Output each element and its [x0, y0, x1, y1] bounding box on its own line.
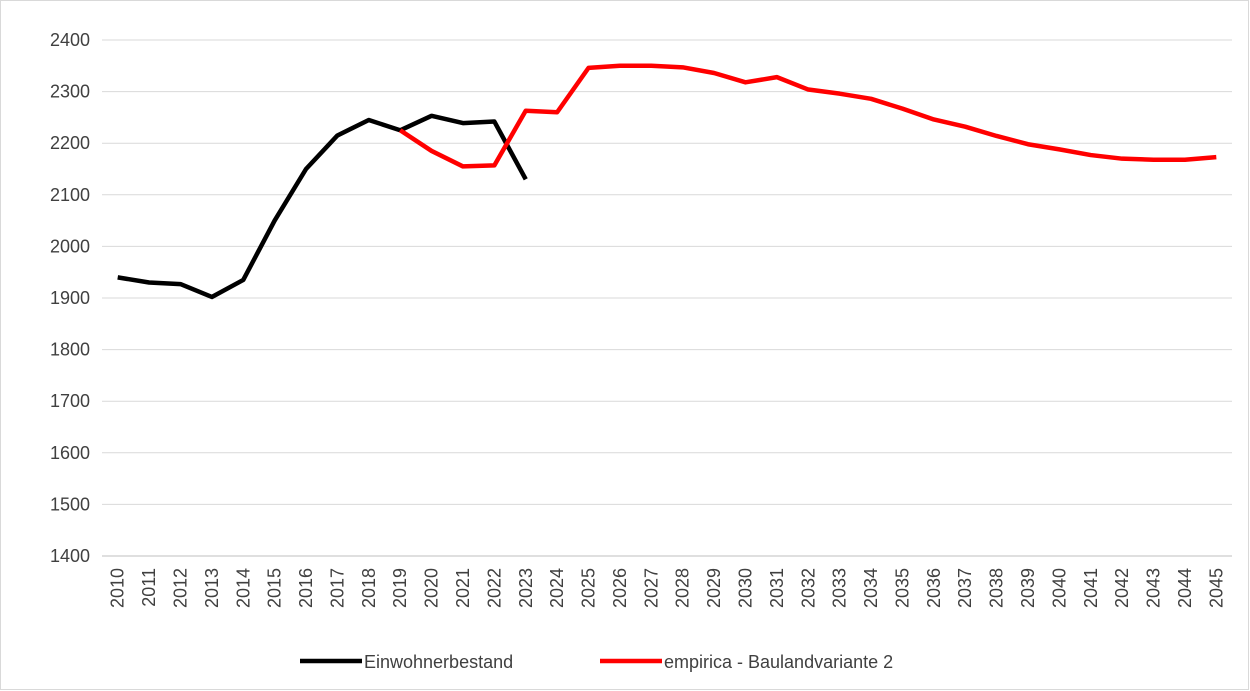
x-tick-label: 2039	[1018, 568, 1038, 608]
x-tick-label: 2030	[735, 568, 755, 608]
x-tick-label: 2045	[1206, 568, 1226, 608]
y-tick-label: 2300	[50, 82, 90, 102]
x-tick-label: 2011	[139, 568, 159, 607]
series-line	[117, 113, 528, 300]
x-tick-label: 2040	[1049, 568, 1069, 608]
x-tick-label: 2013	[202, 568, 222, 608]
x-tick-label: 2021	[453, 568, 473, 608]
x-tick-label: 2025	[579, 568, 599, 608]
x-tick-label: 2029	[704, 568, 724, 608]
x-tick-label: 2034	[861, 568, 881, 608]
x-tick-label: 2014	[233, 568, 253, 608]
x-tick-label: 2044	[1175, 568, 1195, 608]
y-tick-label: 2000	[50, 236, 90, 256]
x-tick-label: 2010	[108, 568, 128, 608]
x-tick-label: 2041	[1081, 568, 1101, 608]
y-tick-label: 1700	[50, 391, 90, 411]
y-tick-label: 1400	[50, 546, 90, 566]
x-tick-label: 2018	[359, 568, 379, 608]
x-tick-label: 2016	[296, 568, 316, 608]
x-tick-label: 2015	[265, 568, 285, 608]
series-line	[398, 63, 1217, 169]
x-tick-label: 2020	[422, 568, 442, 608]
x-tick-label: 2026	[610, 568, 630, 608]
x-tick-label: 2019	[390, 568, 410, 608]
x-tick-label: 2035	[892, 568, 912, 608]
x-tick-label: 2028	[673, 568, 693, 608]
y-tick-label: 1900	[50, 288, 90, 308]
x-tick-label: 2032	[798, 568, 818, 608]
x-tick-label: 2043	[1144, 568, 1164, 608]
x-tick-label: 2036	[924, 568, 944, 608]
y-tick-label: 2100	[50, 185, 90, 205]
x-tick-label: 2023	[516, 568, 536, 608]
x-tick-label: 2022	[484, 568, 504, 608]
y-tick-label: 1500	[50, 494, 90, 514]
x-tick-label: 2037	[955, 568, 975, 608]
x-tick-label: 2038	[987, 568, 1007, 608]
legend-label: Einwohnerbestand	[364, 652, 513, 672]
x-tick-label: 2017	[327, 568, 347, 608]
x-tick-label: 2033	[830, 568, 850, 608]
x-tick-label: 2027	[641, 568, 661, 608]
y-tick-label: 2400	[50, 30, 90, 50]
x-tick-label: 2012	[170, 568, 190, 608]
y-tick-label: 2200	[50, 133, 90, 153]
y-tick-label: 1600	[50, 443, 90, 463]
y-tick-label: 1800	[50, 340, 90, 360]
x-tick-label: 2042	[1112, 568, 1132, 608]
x-tick-label: 2031	[767, 568, 787, 608]
legend-label: empirica - Baulandvariante 2	[664, 652, 893, 672]
x-tick-label: 2024	[547, 568, 567, 608]
